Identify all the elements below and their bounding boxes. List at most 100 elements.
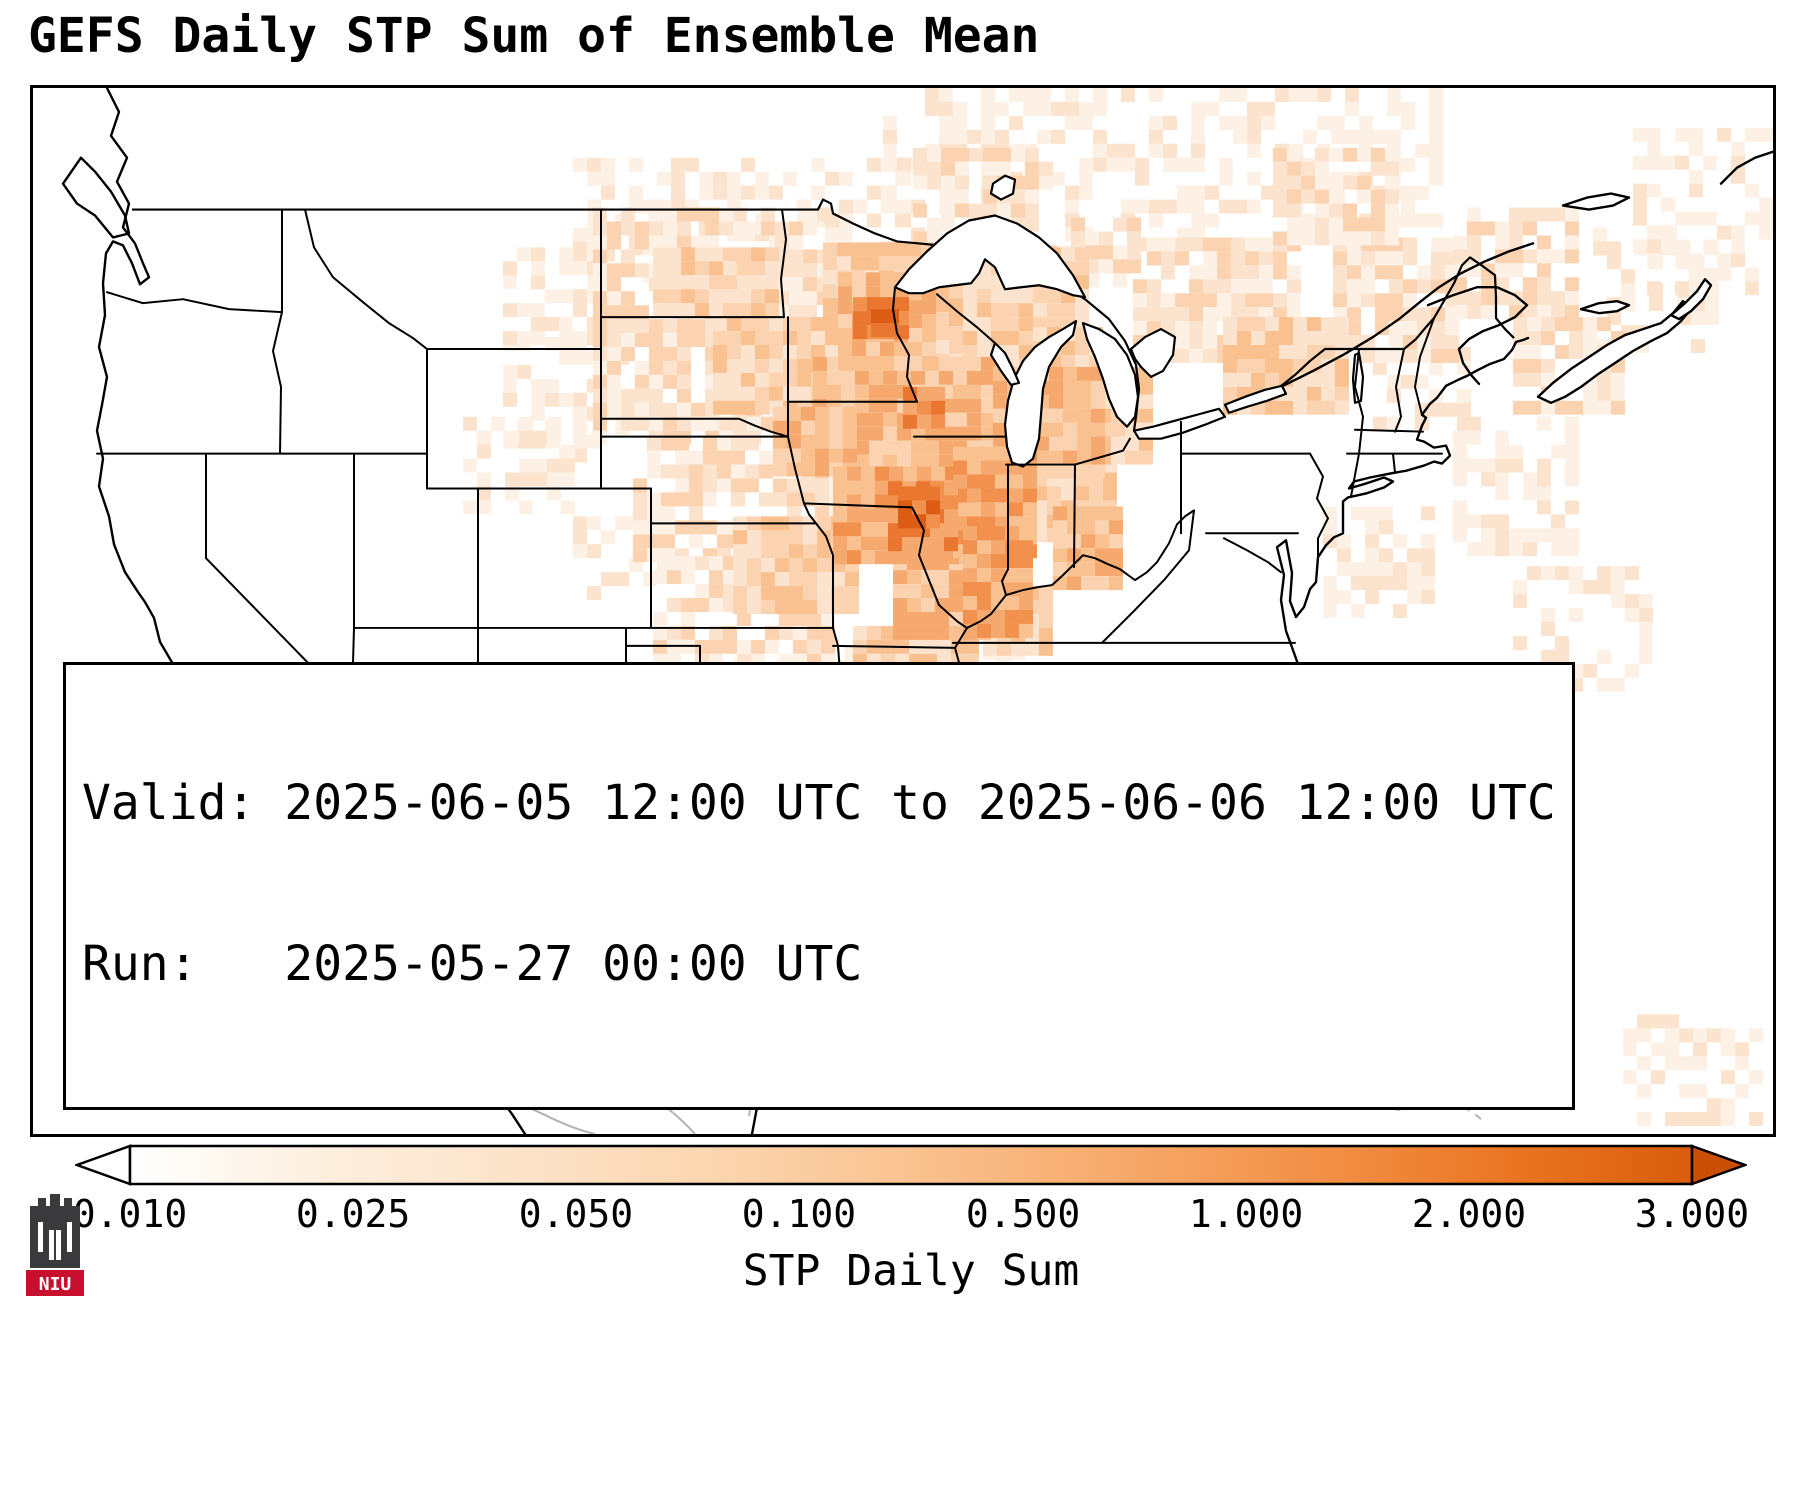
heatmap-cell [1509,207,1523,222]
heatmap-cell [1569,580,1583,595]
heatmap-cell [503,392,517,407]
heatmap-cell [837,256,851,271]
heatmap-cell [1149,129,1163,144]
heatmap-cell [649,319,663,334]
heatmap-cell [519,430,533,445]
heatmap-cell [681,303,695,318]
heatmap-cell [733,530,747,545]
heatmap-cell [1343,147,1357,162]
heatmap-cell [1293,345,1307,359]
heatmap-cell [1523,486,1537,501]
heatmap-cell [991,289,1005,304]
heatmap-cell [769,345,783,359]
heatmap-cell [1149,88,1163,102]
heatmap-cell [1331,129,1345,144]
heatmap-cell [1401,199,1415,214]
heatmap-cell [1593,227,1607,242]
heatmap-cell [1301,189,1315,204]
great-lakes [893,174,1365,468]
heatmap-cell [675,464,689,479]
heatmap-cell [737,261,751,276]
heatmap-cell [875,536,889,551]
heatmap-cell [775,558,789,573]
heatmap-cell [963,568,977,583]
heatmap-cell [769,331,783,346]
heatmap-cell [649,221,663,236]
heatmap-cell [797,345,811,359]
heatmap-cell [621,402,635,417]
heatmap-cell [789,277,803,292]
heatmap-cell [677,207,691,222]
heatmap-cell [477,500,491,515]
heatmap-cell [635,333,649,348]
lake-superior [893,214,1087,299]
heatmap-cell [667,289,681,304]
heatmap-cell [761,558,775,573]
heatmap-cell [941,203,955,218]
heatmap-cell [1649,297,1663,312]
heatmap-cell [765,289,779,304]
heatmap-cell [1665,1042,1679,1057]
colorbar-tick: 0.050 [518,1192,634,1236]
heatmap-cell [769,185,783,200]
heatmap-cell [1051,171,1065,186]
heatmap-cell [587,544,601,559]
heatmap-cell [1745,281,1759,296]
heatmap-cell [967,474,981,489]
heatmap-cell [1337,562,1351,577]
heatmap-cell [944,509,958,524]
heatmap-cell [559,317,573,332]
heatmap-cell [855,384,869,399]
heatmap-cell [981,446,995,461]
heatmap-cell [1569,345,1583,359]
heatmap-cell [1093,88,1107,102]
heatmap-cell [807,611,821,626]
heatmap-cell [852,342,866,356]
heatmap-cell [1637,1028,1651,1043]
heatmap-cell [1345,129,1359,144]
heatmap-cell [1429,213,1443,228]
heatmap-cell [677,221,691,236]
heatmap-cell [1293,386,1307,401]
heatmap-cell [1705,311,1719,326]
heatmap-cell [963,540,977,555]
heatmap-cell [880,355,894,370]
heatmap-cell [1259,279,1273,294]
heatmap-cell [1329,231,1343,246]
heatmap-cell [1393,534,1407,549]
heatmap-cell [635,319,649,334]
heatmap-cell [1191,129,1205,144]
heatmap-cell [1401,157,1415,172]
heatmap-cell [1191,199,1205,214]
heatmap-cell [833,522,847,537]
heatmap-cell [893,584,907,599]
heatmap-cell [939,129,953,144]
heatmap-cell [647,492,661,507]
heatmap-cell [1075,486,1089,501]
heatmap-cell [1385,175,1399,190]
heatmap-cell [1393,576,1407,591]
heatmap-cell [1537,249,1551,264]
heatmap-cell [773,448,787,463]
heatmap-cell [635,402,649,417]
heatmap-cell [731,450,745,465]
heatmap-cell [1551,514,1565,529]
heatmap-cell [1273,265,1287,280]
heatmap-cell [1647,281,1661,296]
heatmap-cell [1565,458,1579,473]
heatmap-cell [1523,542,1537,557]
heatmap-cell [1717,127,1731,142]
heatmap-cell [1689,169,1703,184]
heatmap-cell [869,412,883,427]
heatmap-cell [1109,520,1123,535]
heatmap-cell [981,460,995,475]
heatmap-cell [852,272,866,287]
heatmap-cell [995,488,1009,503]
heatmap-cell [1375,321,1389,336]
heatmap-cell [1365,534,1379,549]
heatmap-cell [1623,1028,1637,1043]
heatmap-cell [1049,394,1063,409]
heatmap-cell [663,360,677,375]
heatmap-cell [1431,321,1445,336]
heatmap-cell [1279,345,1293,359]
